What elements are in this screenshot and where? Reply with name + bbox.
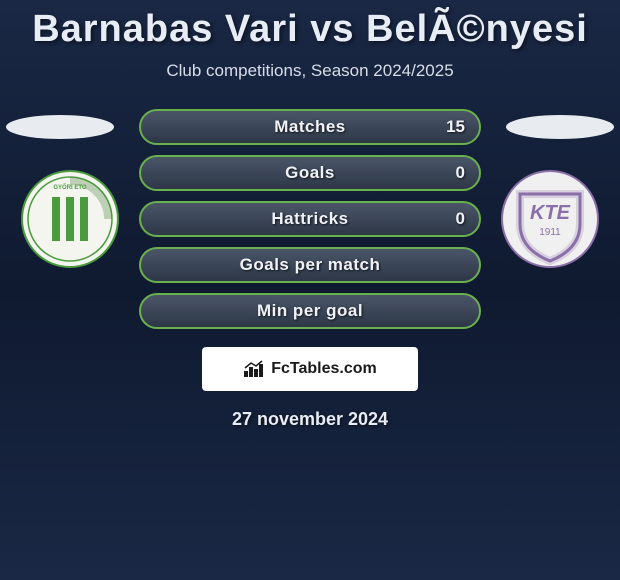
- stat-label: Goals: [285, 163, 335, 183]
- player-right-oval: [506, 115, 614, 139]
- club-badge-left: GYŐRI ETO: [20, 169, 120, 269]
- brand-logo: FcTables.com: [202, 347, 418, 391]
- stat-row: Hattricks 0: [139, 201, 481, 237]
- kte-badge-icon: KTE 1911: [500, 169, 600, 269]
- stat-row: Goals 0: [139, 155, 481, 191]
- club-badge-right: KTE 1911: [500, 169, 600, 269]
- date-text: 27 november 2024: [0, 409, 620, 430]
- stat-label: Hattricks: [271, 209, 348, 229]
- stat-label: Goals per match: [240, 255, 381, 275]
- page-title: Barnabas Vari vs BelÃ©nyesi: [0, 0, 620, 51]
- stat-row: Min per goal: [139, 293, 481, 329]
- stat-label: Min per goal: [257, 301, 363, 321]
- stat-label: Matches: [274, 117, 346, 137]
- chart-icon: [243, 360, 265, 378]
- stat-value: 0: [456, 163, 465, 183]
- player-left-oval: [6, 115, 114, 139]
- comparison-content: GYŐRI ETO KTE 1911 Matches 15 Goals 0 Ha…: [0, 109, 620, 329]
- stat-row: Goals per match: [139, 247, 481, 283]
- brand-text: FcTables.com: [271, 360, 377, 378]
- stat-value: 0: [456, 209, 465, 229]
- stats-list: Matches 15 Goals 0 Hattricks 0 Goals per…: [139, 109, 481, 329]
- svg-text:1911: 1911: [539, 227, 561, 238]
- stat-row: Matches 15: [139, 109, 481, 145]
- stat-value: 15: [446, 117, 465, 137]
- svg-text:GYŐRI ETO: GYŐRI ETO: [53, 184, 87, 191]
- subtitle: Club competitions, Season 2024/2025: [0, 61, 620, 81]
- gyor-badge-icon: GYŐRI ETO: [20, 169, 120, 269]
- svg-text:KTE: KTE: [530, 202, 571, 224]
